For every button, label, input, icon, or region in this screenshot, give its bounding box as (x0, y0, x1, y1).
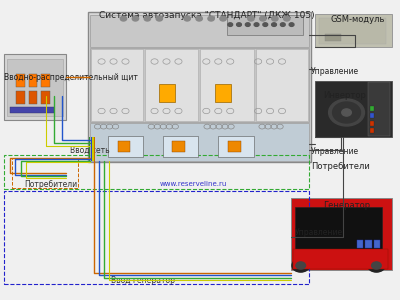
Circle shape (292, 259, 310, 272)
Circle shape (263, 23, 268, 26)
Bar (16, 91, 25, 103)
Text: Управление: Управление (311, 68, 359, 76)
Circle shape (296, 262, 306, 269)
Text: Управление: Управление (295, 228, 343, 237)
Circle shape (220, 16, 226, 21)
Text: Генератор: Генератор (323, 201, 370, 210)
Bar (315, 14, 392, 46)
Circle shape (245, 23, 250, 26)
Bar (368, 82, 390, 136)
Bar (4, 190, 309, 284)
Bar (200, 49, 254, 121)
Bar (12, 158, 78, 188)
Bar (94, 137, 95, 161)
Circle shape (184, 16, 190, 21)
Bar (42, 74, 50, 87)
Bar (4, 154, 309, 189)
Bar (90, 123, 309, 161)
Bar (295, 207, 382, 250)
Bar (370, 121, 374, 126)
Bar (144, 49, 198, 121)
Text: Потребители: Потребители (24, 180, 77, 189)
Bar (91, 49, 143, 121)
Text: Инвертор: Инвертор (323, 92, 366, 100)
Circle shape (289, 23, 294, 26)
Text: Ввод генератор: Ввод генератор (111, 276, 175, 285)
Bar (172, 141, 185, 152)
Bar (319, 18, 386, 44)
Bar (118, 141, 130, 152)
Bar (91, 137, 92, 161)
Circle shape (372, 262, 381, 269)
Circle shape (329, 99, 364, 126)
Circle shape (196, 16, 202, 21)
Bar (92, 137, 94, 161)
Bar (29, 74, 38, 87)
Circle shape (368, 259, 385, 272)
Bar (370, 128, 374, 134)
Text: Управление: Управление (311, 147, 359, 156)
Bar (162, 136, 198, 157)
Bar (374, 240, 380, 247)
Circle shape (272, 23, 276, 26)
Circle shape (342, 109, 351, 116)
Bar (293, 249, 388, 268)
Bar (227, 15, 303, 34)
Bar (370, 106, 374, 111)
Circle shape (237, 23, 241, 26)
Bar (108, 136, 143, 157)
Bar (370, 113, 374, 118)
Bar (88, 12, 311, 162)
Bar (29, 91, 38, 103)
Circle shape (254, 23, 259, 26)
Text: Вводно-распределительный щит: Вводно-распределительный щит (4, 74, 138, 82)
Bar (215, 84, 231, 102)
Circle shape (156, 16, 162, 21)
Text: GSM-модуль: GSM-модуль (331, 15, 385, 24)
Bar (291, 198, 392, 270)
Bar (90, 48, 309, 122)
Bar (218, 136, 254, 157)
Text: www.reserveline.ru: www.reserveline.ru (160, 182, 227, 188)
Text: Система автозапуска "СТАНДАРТ" (ДКЖ 105): Система автозапуска "СТАНДАРТ" (ДКЖ 105) (99, 11, 315, 20)
Bar (10, 106, 54, 112)
Circle shape (333, 102, 360, 123)
Bar (325, 34, 340, 41)
Circle shape (272, 16, 278, 21)
Bar (315, 81, 392, 136)
Bar (89, 137, 90, 161)
Circle shape (208, 16, 214, 21)
Text: Потребители: Потребители (311, 162, 370, 171)
Bar (356, 240, 363, 247)
Bar (159, 84, 175, 102)
Circle shape (280, 23, 285, 26)
Circle shape (132, 16, 139, 21)
Bar (7, 58, 63, 116)
Bar (4, 54, 66, 120)
Circle shape (260, 16, 266, 21)
Text: Ввод сеть: Ввод сеть (70, 146, 109, 154)
Bar (16, 74, 25, 87)
Circle shape (228, 23, 233, 26)
Bar (365, 240, 372, 247)
Circle shape (144, 16, 150, 21)
Circle shape (284, 16, 290, 21)
Bar (90, 15, 309, 46)
Bar (42, 91, 50, 103)
Bar (228, 141, 241, 152)
Circle shape (248, 16, 254, 21)
Bar (256, 49, 308, 121)
Circle shape (120, 16, 127, 21)
